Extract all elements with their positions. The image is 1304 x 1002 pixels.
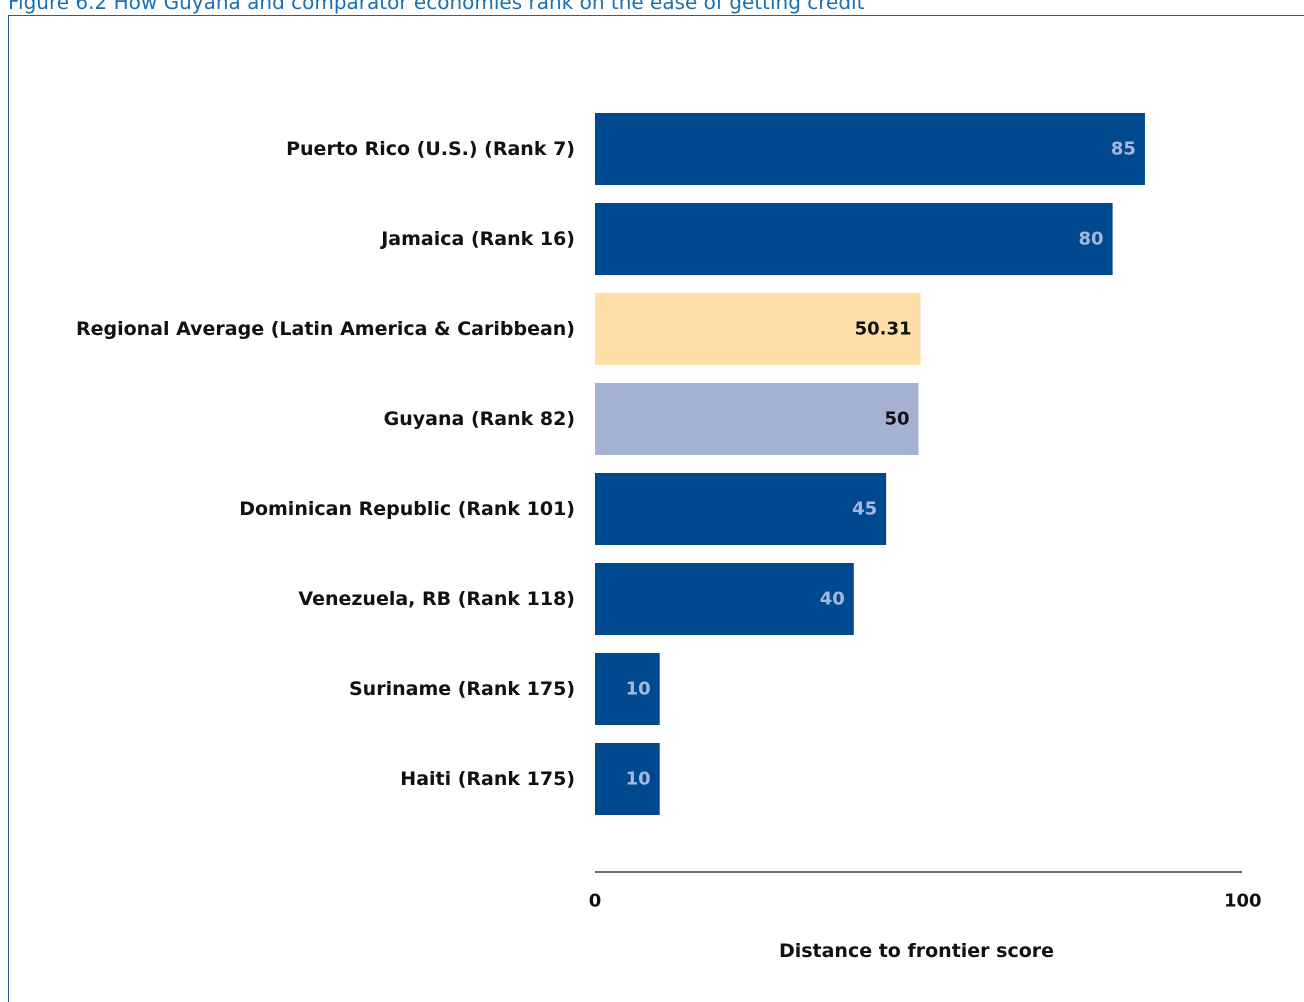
bar-venezuela-rb-rank-118 [595,563,854,635]
value-label-dominican-republic-rank-101: 45 [852,499,877,520]
category-label-suriname-rank-175: Suriname (Rank 175) [349,678,575,700]
value-labels-group: 85 80 50.31 50 45 40 10 10 [626,139,1136,790]
figure-frame [8,15,1304,1002]
category-label-dominican-republic-rank-101: Dominican Republic (Rank 101) [239,498,575,520]
category-label-jamaica-rank-16: Jamaica (Rank 16) [379,228,575,250]
value-label-venezuela-rb-rank-118: 40 [820,589,845,610]
value-label-haiti-rank-175: 10 [626,769,651,790]
value-label-guyana-rank-82: 50 [884,409,909,430]
bar-jamaica-rank-16 [595,203,1113,275]
value-label-jamaica-rank-16: 80 [1079,229,1104,250]
x-tick-label-0: 0 [589,891,602,912]
category-label-regional-average-latin-america-caribbean: Regional Average (Latin America & Caribb… [76,318,575,340]
bar-puerto-rico-u-s-rank-7 [595,113,1145,185]
x-tick-label-100: 100 [1224,891,1262,912]
x-axis-title: Distance to frontier score [779,940,1054,962]
category-label-haiti-rank-175: Haiti (Rank 175) [400,768,575,790]
value-label-puerto-rico-u-s-rank-7: 85 [1111,139,1136,160]
x-tick-labels-group: 0 100 [589,891,1262,912]
bar-regional-average-latin-america-caribbean [595,293,921,365]
category-label-venezuela-rb-rank-118: Venezuela, RB (Rank 118) [298,588,575,610]
value-label-regional-average-latin-america-caribbean: 50.31 [855,319,912,340]
bar-guyana-rank-82 [595,383,919,455]
category-label-puerto-rico-u-s-rank-7: Puerto Rico (U.S.) (Rank 7) [286,138,575,160]
bar-haiti-rank-175 [595,743,660,815]
bars-group [595,113,1145,815]
figure-title: Figure 6.2 How Guyana and comparator eco… [8,0,865,14]
value-label-suriname-rank-175: 10 [626,679,651,700]
bar-dominican-republic-rank-101 [595,473,887,545]
category-labels-group: Puerto Rico (U.S.) (Rank 7) Jamaica (Rank… [76,138,575,790]
category-label-guyana-rank-82: Guyana (Rank 82) [384,408,575,430]
bar-suriname-rank-175 [595,653,660,725]
